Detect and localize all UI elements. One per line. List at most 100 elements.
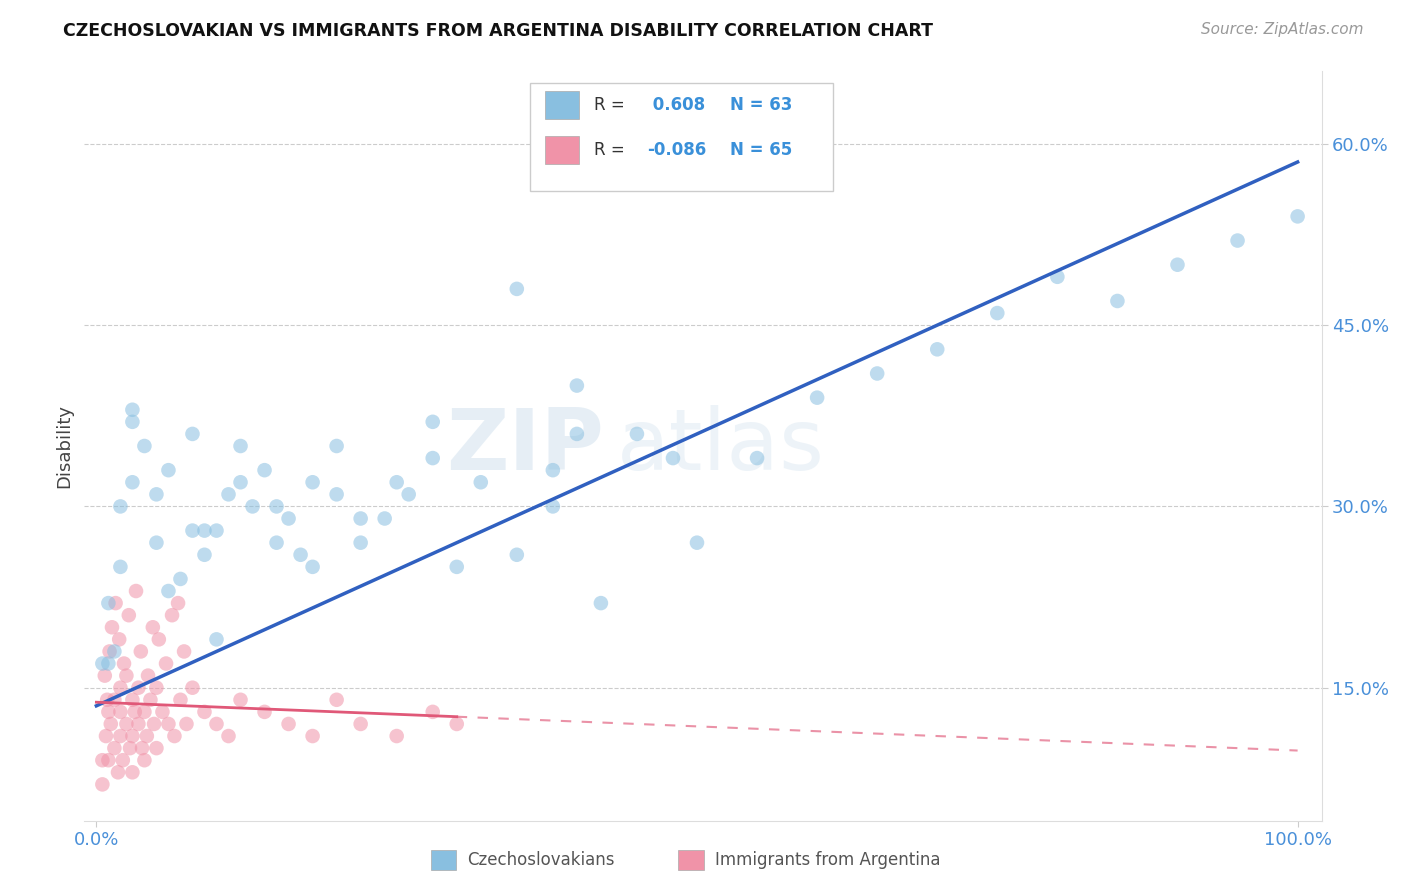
Text: Czechoslovakians: Czechoslovakians [467,851,614,869]
Point [205,632,228,647]
Text: 0.608: 0.608 [647,96,706,114]
Point [160,608,183,623]
Text: Immigrants from Argentina: Immigrants from Argentina [714,851,941,869]
Point [127,717,149,731]
Point [110,729,132,743]
Point [806,391,828,405]
Point [163,729,186,743]
Point [1226,234,1249,248]
Point [143,717,166,731]
Point [541,500,564,514]
Point [134,705,156,719]
Point [167,596,190,610]
Point [136,668,159,682]
Point [1046,269,1069,284]
Point [277,511,299,525]
Point [145,535,167,549]
Point [422,705,444,719]
Text: N = 63: N = 63 [730,96,793,114]
Point [134,439,156,453]
Point [98,644,121,658]
Point [157,717,180,731]
Text: CZECHOSLOVAKIAN VS IMMIGRANTS FROM ARGENTINA DISABILITY CORRELATION CHART: CZECHOSLOVAKIAN VS IMMIGRANTS FROM ARGEN… [63,22,934,40]
Point [121,729,143,743]
Point [118,741,141,756]
Point [589,596,612,610]
Point [422,451,444,466]
Point [205,717,228,731]
Point [145,741,167,756]
Point [121,765,143,780]
Point [253,705,276,719]
Point [103,644,125,658]
Point [148,632,170,647]
Point [115,717,138,731]
Point [541,463,564,477]
Point [125,584,148,599]
Point [626,426,648,441]
Point [229,439,252,453]
Point [100,717,122,731]
FancyBboxPatch shape [544,91,579,119]
Point [301,475,323,490]
Point [118,608,141,623]
Point [350,535,373,549]
Point [253,463,276,477]
Point [218,729,240,743]
Point [193,548,215,562]
Point [470,475,492,490]
Point [242,500,264,514]
Point [176,717,198,731]
Point [506,548,529,562]
Point [157,463,180,477]
Point [121,693,143,707]
Point [139,693,162,707]
Point [385,475,408,490]
Point [155,657,177,671]
Point [266,500,288,514]
Point [229,693,252,707]
Text: ZIP: ZIP [446,404,605,488]
Point [1107,293,1129,308]
Text: R =: R = [595,141,630,159]
Point [277,717,299,731]
Point [173,644,195,658]
Point [101,620,124,634]
Point [266,535,288,549]
Point [103,693,125,707]
Point [350,717,373,731]
Point [446,559,468,574]
Point [398,487,420,501]
FancyBboxPatch shape [544,136,579,163]
Point [135,729,157,743]
Point [124,705,146,719]
Point [97,705,120,719]
Text: Source: ZipAtlas.com: Source: ZipAtlas.com [1201,22,1364,37]
Point [110,705,132,719]
Y-axis label: Disability: Disability [55,404,73,488]
Point [145,487,167,501]
Point [108,632,131,647]
Text: R =: R = [595,96,630,114]
Point [112,657,135,671]
Point [181,524,204,538]
Point [110,559,132,574]
FancyBboxPatch shape [530,83,832,191]
Point [115,668,138,682]
Point [229,475,252,490]
Text: -0.086: -0.086 [647,141,707,159]
Point [1166,258,1188,272]
Point [145,681,167,695]
Point [121,415,143,429]
Point [91,777,114,791]
Point [121,475,143,490]
Text: N = 65: N = 65 [730,141,793,159]
Point [374,511,396,525]
Point [104,596,127,610]
Point [325,439,347,453]
Text: atlas: atlas [616,404,824,488]
Point [103,741,125,756]
Point [97,753,120,767]
Point [110,681,132,695]
Point [91,657,114,671]
